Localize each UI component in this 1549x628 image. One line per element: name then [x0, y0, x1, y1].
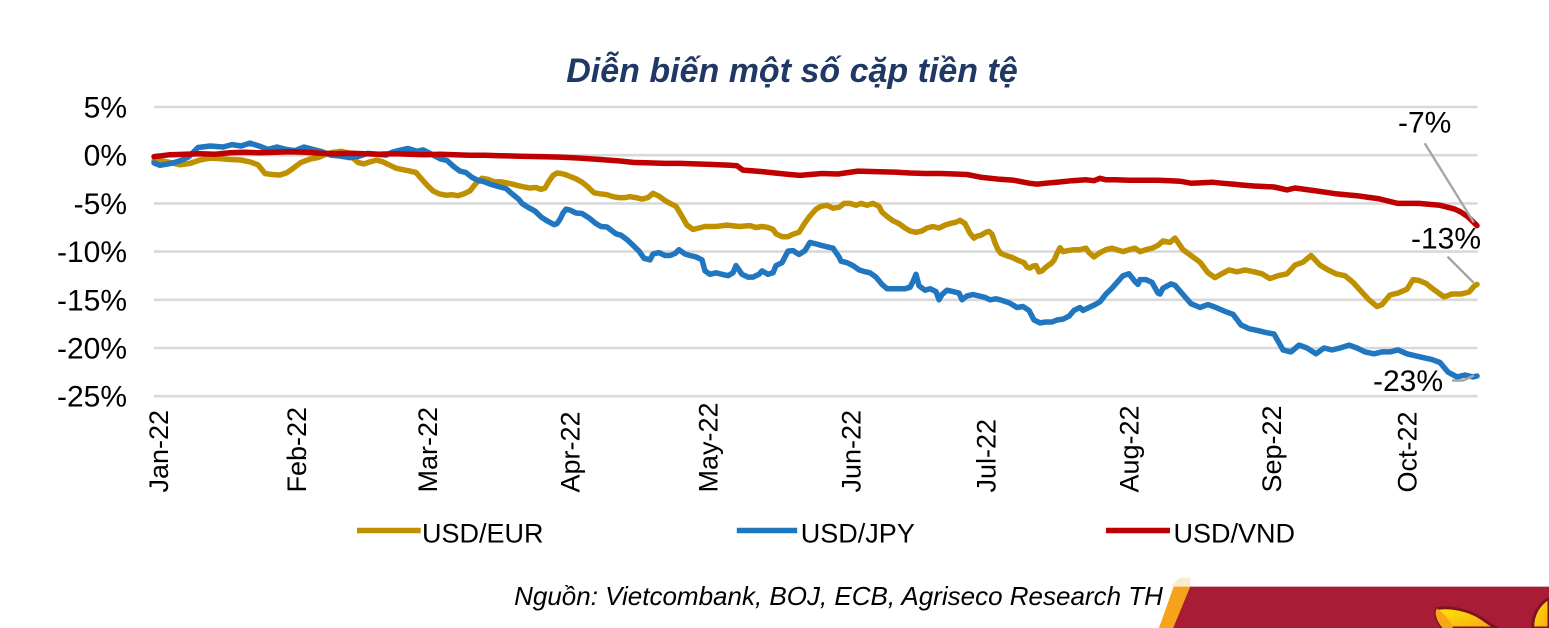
svg-text:Aug-22: Aug-22	[1114, 405, 1144, 492]
svg-text:0%: 0%	[84, 140, 127, 173]
svg-text:-7%: -7%	[1398, 107, 1451, 140]
svg-text:USD/EUR: USD/EUR	[422, 519, 544, 549]
svg-text:Feb-22: Feb-22	[282, 407, 312, 493]
svg-text:USD/VND: USD/VND	[1174, 519, 1296, 549]
svg-text:5%: 5%	[84, 92, 127, 125]
svg-text:Apr-22: Apr-22	[556, 411, 586, 492]
svg-text:-20%: -20%	[57, 333, 127, 366]
svg-text:-23%: -23%	[1373, 365, 1443, 398]
svg-text:Mar-22: Mar-22	[413, 407, 443, 493]
svg-text:-25%: -25%	[57, 381, 127, 414]
svg-text:Jul-22: Jul-22	[972, 419, 1002, 493]
svg-text:-10%: -10%	[57, 236, 127, 269]
svg-text:-15%: -15%	[57, 284, 127, 317]
svg-text:May-22: May-22	[693, 402, 723, 492]
svg-text:Jun-22: Jun-22	[836, 410, 866, 493]
svg-text:-13%: -13%	[1411, 223, 1481, 256]
svg-text:Sep-22: Sep-22	[1257, 405, 1287, 492]
svg-text:Oct-22: Oct-22	[1392, 411, 1422, 492]
svg-text:Jan-22: Jan-22	[144, 410, 174, 493]
svg-text:USD/JPY: USD/JPY	[801, 519, 915, 549]
svg-text:-5%: -5%	[74, 188, 127, 221]
